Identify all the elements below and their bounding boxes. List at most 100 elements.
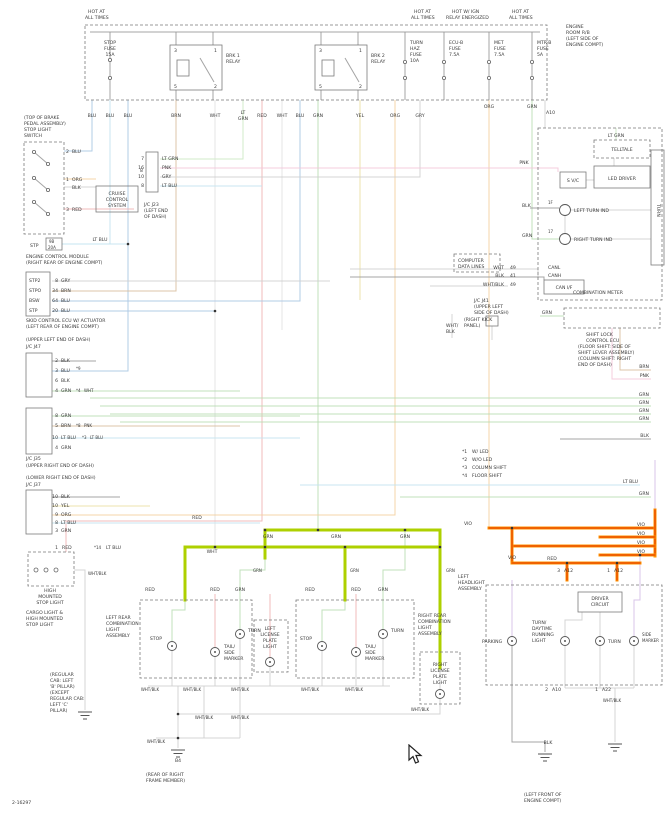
diagram-label: J/C J35 [25, 456, 41, 462]
combination-meter-box [537, 127, 663, 301]
junction-dot [403, 528, 407, 532]
diagram-label: WHT/ [446, 323, 459, 329]
diagram-label: RED [145, 587, 155, 593]
diagram-label: STOP [150, 636, 162, 642]
engine-room-rb-box [84, 24, 548, 101]
diagram-label: SKID CONTROL ECU W/ ACTUATOR [26, 318, 106, 324]
diagram-label: (LOWER RIGHT END OF DASH) [26, 475, 96, 481]
turn-indicator-icon [559, 233, 571, 245]
diagram-label: (COLUMN SHIFT: RIGHT [578, 356, 631, 362]
wire [52, 100, 177, 292]
diagram-label: 1 [214, 48, 217, 54]
diagram-label: CRUISE [109, 191, 126, 197]
diagram-label: BLK [640, 433, 650, 439]
diagram-label: TAIL/ [364, 644, 377, 650]
junction-dot [176, 736, 180, 740]
diagram-label: LED DRIVER [608, 176, 637, 182]
diagram-label: 10 [52, 494, 58, 500]
diagram-label: 4 [55, 388, 58, 394]
telltale-box [593, 139, 651, 159]
bulb-filament [321, 645, 323, 647]
diagram-label: ORG [484, 104, 495, 110]
diagram-label: (LEFT SIDE OF [566, 36, 599, 42]
diagram-label: GRN [522, 233, 532, 239]
diagram-label: STOP LIGHT [36, 600, 63, 606]
diagram-label: BLK [495, 273, 505, 279]
diagram-label: SWITCH [24, 133, 42, 139]
diagram-label: GRN [446, 568, 455, 573]
diagram-label: (FLOOR SHIFT: SIDE OF [578, 344, 631, 350]
diagram-label: 1 [607, 568, 610, 574]
bulb-filament [355, 651, 357, 653]
diagram-label: 8 [55, 520, 58, 526]
diagram-label: ECU-B [449, 40, 463, 46]
diagram-label: CANH [548, 273, 561, 279]
diagram-label: ORG [390, 113, 401, 119]
diagram-label: MET [494, 40, 504, 46]
diagram-label: 9B [49, 239, 55, 244]
wire [33, 177, 49, 191]
diagram-label: CAB: LEFT [50, 678, 74, 684]
diagram-label: BLU [296, 113, 305, 119]
diagram-label: 64 [52, 298, 58, 304]
diagram-label: CARGO LIGHT & [26, 610, 63, 616]
bulb-filament [511, 640, 513, 642]
right-rear-combination-light-box [295, 599, 415, 679]
diagram-label: WHT/BLK [603, 698, 622, 703]
junction-dot [263, 528, 267, 532]
diagram-label: LT BLU [106, 545, 121, 551]
diagram-label: GRN [61, 445, 71, 451]
diagram-label: PNK [84, 423, 92, 428]
terminal-node [108, 76, 113, 81]
diagram-label: 6 [55, 378, 58, 384]
diagram-label: PILLAR) [50, 708, 68, 714]
diagram-label: TURN [409, 40, 423, 46]
diagram-label: SHIFT LOCK [586, 332, 614, 338]
diagram-label: BLU [61, 308, 70, 314]
diagram-label: WHT/BLK [231, 687, 250, 692]
diagram-label: TELLTALE [610, 147, 632, 153]
diagram-label: (LEFT END [144, 208, 168, 214]
diagram-label: 3 [557, 568, 560, 574]
diagram-label: 3 [319, 48, 322, 54]
diagram-label: 10 [138, 174, 144, 180]
diagram-label: 10A [410, 58, 420, 64]
computer-data-lines-box [453, 253, 501, 273]
diagram-label: LICENSE [260, 632, 279, 638]
ground-icon [78, 711, 92, 720]
diagram-label: GRN [253, 568, 262, 573]
cruise-control-box [95, 185, 139, 213]
diagram-label: 2 [66, 149, 69, 155]
diagram-label: 41 [510, 273, 516, 279]
terminal-node [530, 76, 535, 81]
diagram-label: PNK [640, 373, 650, 379]
diagram-label: HOT AT [414, 9, 431, 15]
diagram-label: STOP LIGHT [24, 127, 51, 133]
diagram-label: LIGHT [106, 627, 120, 633]
diagram-label: 7.5A [494, 52, 505, 58]
diagram-label: TURN/ [531, 620, 547, 626]
diagram-label: 20A [48, 245, 56, 250]
terminal-node [43, 567, 49, 573]
ground-icon [608, 743, 622, 752]
terminal-node [46, 187, 51, 192]
diagram-label: RIGHT TURN IND [574, 237, 613, 243]
diagram-label: HAZ [410, 46, 420, 52]
junction-dot [638, 553, 642, 557]
diagram-label: WHT/BLK [483, 282, 505, 288]
terminal-node [53, 567, 59, 573]
diagram-label: LT BLU [61, 520, 76, 526]
diagram-label: BLK [61, 494, 71, 500]
wire [65, 100, 263, 552]
diagram-label: ENGINE [566, 24, 584, 30]
diagram-label: RED [351, 587, 361, 593]
wire [619, 328, 651, 371]
diagram-label: RED [72, 207, 82, 213]
diagram-label: VIO [508, 555, 516, 561]
diagram-label: 2 [55, 358, 58, 364]
diagram-label: PLATE [433, 674, 447, 680]
diagram-label: BLK [446, 329, 456, 335]
diagram-label: END OF DASH) [578, 362, 612, 368]
